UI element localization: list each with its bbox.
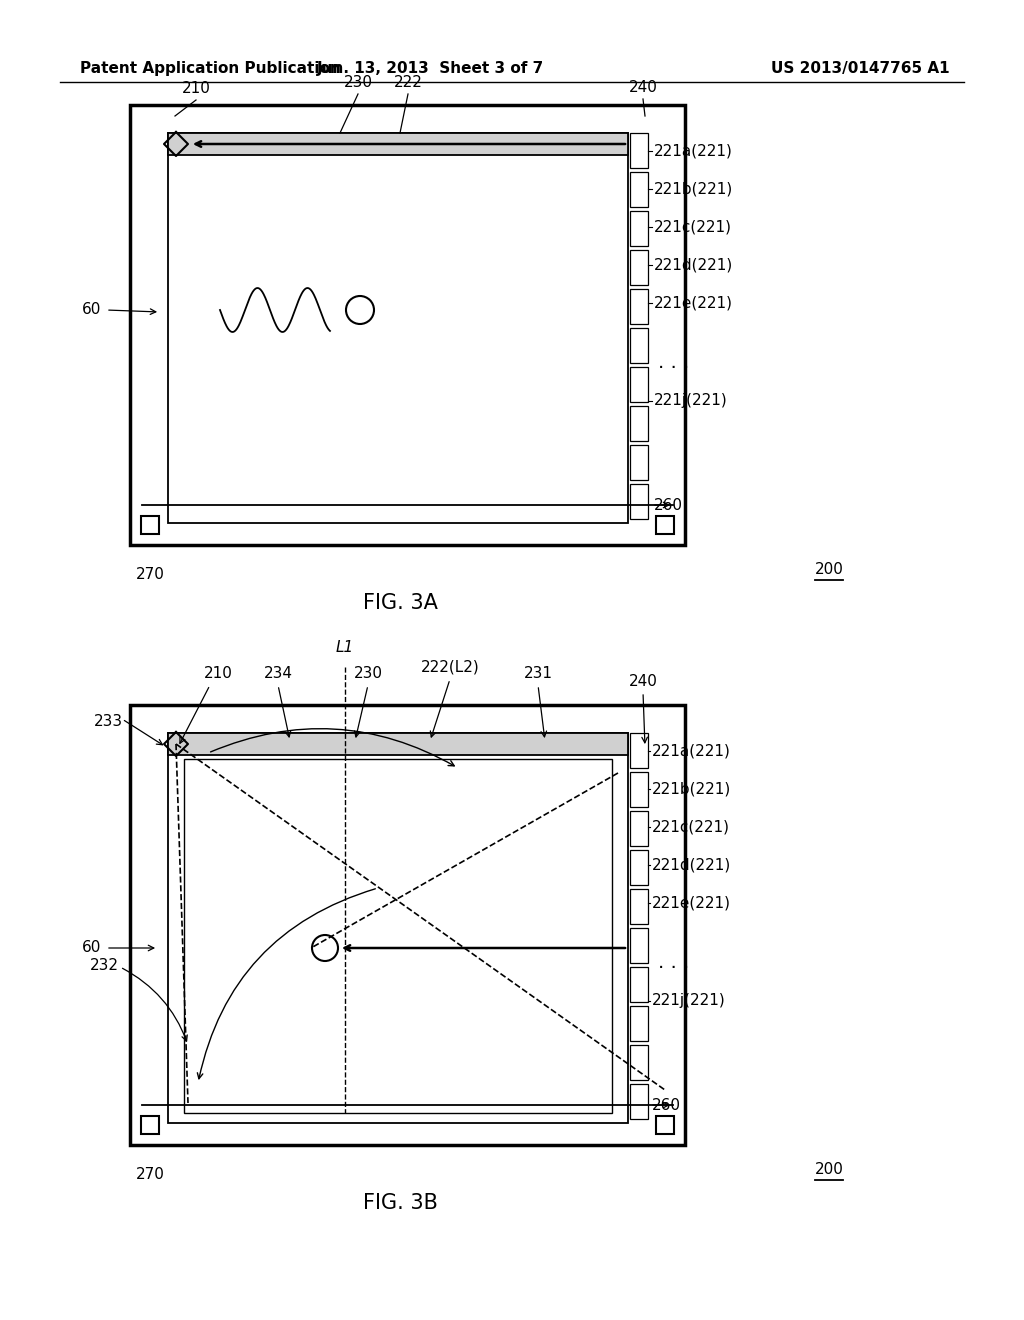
Bar xyxy=(630,810,648,846)
Text: 221e(221): 221e(221) xyxy=(652,895,731,911)
Text: 221a(221): 221a(221) xyxy=(652,743,731,759)
Bar xyxy=(630,968,648,1002)
Text: . . .: . . . xyxy=(658,953,689,973)
Text: 60: 60 xyxy=(82,940,101,956)
Text: 210: 210 xyxy=(204,667,232,681)
Bar xyxy=(630,1045,648,1080)
Bar xyxy=(630,850,648,886)
Text: 260: 260 xyxy=(654,498,683,512)
Bar xyxy=(168,133,628,523)
Text: Patent Application Publication: Patent Application Publication xyxy=(80,61,341,75)
Text: 221a(221): 221a(221) xyxy=(654,144,733,158)
Text: 200: 200 xyxy=(815,1162,844,1177)
Text: 221j(221): 221j(221) xyxy=(654,393,728,408)
Text: 233: 233 xyxy=(93,714,123,729)
Text: 210: 210 xyxy=(181,81,211,96)
Bar xyxy=(630,928,648,964)
Bar xyxy=(630,407,648,441)
Bar xyxy=(168,133,628,154)
Bar xyxy=(141,1115,159,1134)
Text: FIG. 3A: FIG. 3A xyxy=(362,593,437,612)
Text: 60: 60 xyxy=(82,302,101,318)
Bar xyxy=(630,327,648,363)
Bar xyxy=(630,133,648,168)
Bar xyxy=(656,1115,674,1134)
Text: 270: 270 xyxy=(135,1167,165,1181)
Text: 221c(221): 221c(221) xyxy=(654,219,732,235)
Bar xyxy=(630,733,648,768)
Text: 221d(221): 221d(221) xyxy=(652,858,731,873)
Text: 222: 222 xyxy=(393,75,423,90)
Text: 240: 240 xyxy=(629,675,657,689)
Text: 200: 200 xyxy=(815,562,844,577)
Bar xyxy=(168,733,628,755)
Bar xyxy=(630,1006,648,1041)
Text: Jun. 13, 2013  Sheet 3 of 7: Jun. 13, 2013 Sheet 3 of 7 xyxy=(316,61,544,75)
Bar xyxy=(630,289,648,325)
Text: 234: 234 xyxy=(263,667,293,681)
Bar xyxy=(630,172,648,207)
Bar xyxy=(630,1084,648,1119)
Text: 232: 232 xyxy=(89,957,119,973)
Text: 260: 260 xyxy=(652,1097,681,1113)
Text: 230: 230 xyxy=(353,667,383,681)
Text: 222(L2): 222(L2) xyxy=(421,660,479,675)
Text: . . .: . . . xyxy=(658,354,689,372)
Bar xyxy=(630,888,648,924)
Bar xyxy=(168,733,628,1123)
Bar xyxy=(130,705,685,1144)
Text: 221b(221): 221b(221) xyxy=(654,181,733,197)
Text: L1: L1 xyxy=(336,640,354,655)
Bar xyxy=(141,516,159,535)
Bar xyxy=(184,759,612,1113)
Bar xyxy=(630,772,648,807)
Text: 231: 231 xyxy=(523,667,553,681)
Text: 221d(221): 221d(221) xyxy=(654,257,733,272)
Text: 221b(221): 221b(221) xyxy=(652,781,731,796)
Bar xyxy=(630,445,648,480)
Bar xyxy=(130,106,685,545)
Text: 240: 240 xyxy=(629,81,657,95)
Bar xyxy=(630,211,648,246)
Bar xyxy=(630,249,648,285)
Bar xyxy=(656,516,674,535)
Text: 230: 230 xyxy=(343,75,373,90)
Bar xyxy=(630,367,648,403)
Text: 221j(221): 221j(221) xyxy=(652,994,726,1008)
Text: 221e(221): 221e(221) xyxy=(654,296,733,310)
Bar xyxy=(630,484,648,519)
Text: FIG. 3B: FIG. 3B xyxy=(362,1193,437,1213)
Text: 270: 270 xyxy=(135,568,165,582)
Text: US 2013/0147765 A1: US 2013/0147765 A1 xyxy=(771,61,950,75)
Text: 221c(221): 221c(221) xyxy=(652,820,730,834)
